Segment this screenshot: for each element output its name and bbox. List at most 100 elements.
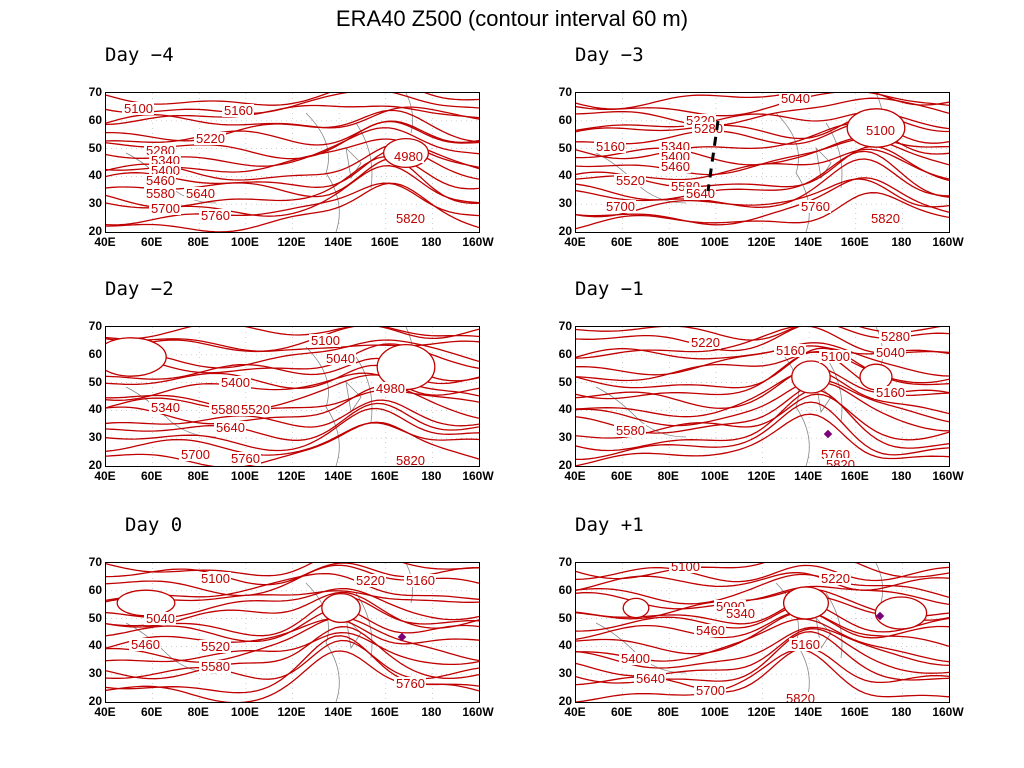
closed-contour <box>622 597 650 619</box>
panel-title: Day −3 <box>575 44 644 66</box>
contour-label-bg <box>659 150 691 163</box>
x-tick-label: 40E <box>94 705 116 719</box>
contour-label-bg <box>199 209 231 222</box>
x-tick-label: 160E <box>370 469 399 483</box>
y-tick-label: 40 <box>558 638 572 653</box>
x-tick-label: 180 <box>891 469 912 483</box>
contour-line <box>106 385 479 425</box>
contour-line <box>106 563 479 577</box>
contour-label-bg <box>864 124 896 137</box>
x-tick-label: 160W <box>462 235 494 249</box>
contour-label: 5580 <box>201 659 230 674</box>
coastline <box>825 122 843 189</box>
contour-label-bg <box>324 352 356 365</box>
y-tick-label: 50 <box>88 140 102 155</box>
contour-label-bg <box>374 382 406 395</box>
x-tick-label: 180 <box>421 469 442 483</box>
y-tick-label: 50 <box>558 374 572 389</box>
contour-label: 5220 <box>356 573 385 588</box>
contour-label-bg <box>634 672 666 685</box>
x-tick-label: 140E <box>794 705 823 719</box>
contour-label: 5820 <box>826 457 855 466</box>
contour-label: 5220 <box>821 571 850 586</box>
contour-label: 5580 <box>211 402 240 417</box>
contour-line <box>576 93 949 117</box>
contour-line <box>576 401 949 461</box>
contour-label: 5640 <box>186 186 215 201</box>
contour-label-bg <box>354 574 386 587</box>
y-tick-label: 70 <box>558 555 572 569</box>
contour-line <box>576 626 949 669</box>
x-tick-label: 140E <box>794 235 823 249</box>
contour-label: 5400 <box>621 651 650 666</box>
x-tick-label: 120E <box>747 469 776 483</box>
contour-label-bg <box>774 344 806 357</box>
contour-line <box>106 631 479 666</box>
figure-title: ERA40 Z500 (contour interval 60 m) <box>335 6 689 31</box>
contour-label-bg <box>229 452 261 465</box>
x-tick-label: 100E <box>700 469 729 483</box>
x-tick-label: 60E <box>610 705 633 719</box>
contour-label: 5700 <box>606 199 635 214</box>
x-tick-label: 180 <box>891 705 912 719</box>
contour-line <box>576 389 949 452</box>
contour-line <box>576 413 949 466</box>
vortex-center-marker <box>397 632 407 642</box>
y-tick-label: 40 <box>558 402 572 417</box>
contour-label: 5040 <box>876 345 905 360</box>
x-tick-label: 140E <box>794 469 823 483</box>
y-tick-label: 70 <box>88 85 102 99</box>
x-tick-label: 160W <box>932 705 964 719</box>
contour-label: 5580 <box>616 423 645 438</box>
contour-line <box>576 603 949 633</box>
contour-label: 5340 <box>151 400 180 415</box>
y-tick-label: 30 <box>558 430 572 445</box>
y-tick-label: 20 <box>88 458 102 472</box>
y-tick-label: 70 <box>88 319 102 333</box>
contour-label-bg <box>789 638 821 651</box>
x-tick-label: 160W <box>462 469 494 483</box>
contour-label: 5400 <box>221 375 250 390</box>
contour-label: 5820 <box>871 211 900 226</box>
contour-label: 5040 <box>326 351 355 366</box>
contour-label-bg <box>149 401 181 414</box>
x-tick-label: 80E <box>187 705 209 719</box>
contour-line <box>576 93 949 110</box>
y-tick-label: 20 <box>88 224 102 238</box>
contour-label: 5100 <box>821 349 850 364</box>
y-tick-label: 70 <box>558 319 572 333</box>
contour-label: 4980 <box>376 381 405 396</box>
coastline <box>825 356 843 423</box>
contour-label-bg <box>619 652 651 665</box>
contour-label-bg <box>819 448 851 461</box>
contour-label: 5460 <box>146 173 175 188</box>
contour-label-bg <box>122 102 154 115</box>
contour-label-bg <box>199 640 231 653</box>
contour-label-bg <box>309 334 341 347</box>
contour-label-bg <box>819 572 851 585</box>
contour-label-bg <box>819 350 851 363</box>
y-tick-label: 50 <box>558 610 572 625</box>
contour-label-bg <box>784 692 816 702</box>
contour-label: 5820 <box>396 453 425 466</box>
contour-label-bg <box>799 200 831 213</box>
x-tick-label: 160W <box>932 235 964 249</box>
contour-label-bg <box>199 660 231 673</box>
x-tick-label: 160E <box>840 705 869 719</box>
contour-label-bg <box>659 140 691 153</box>
y-tick-label: 20 <box>558 458 572 472</box>
contour-label: 5460 <box>131 637 160 652</box>
contour-label-bg <box>614 424 646 437</box>
contour-label: 5160 <box>224 103 253 118</box>
y-tick-label: 30 <box>88 196 102 211</box>
y-tick-label: 30 <box>88 666 102 681</box>
x-tick-label: 160E <box>370 705 399 719</box>
contour-label-bg <box>724 607 756 620</box>
y-tick-label: 50 <box>88 374 102 389</box>
contour-label-bg <box>694 684 726 697</box>
x-tick-label: 60E <box>140 235 163 249</box>
x-tick-label: 40E <box>94 469 116 483</box>
contour-label: 5700 <box>181 447 210 462</box>
